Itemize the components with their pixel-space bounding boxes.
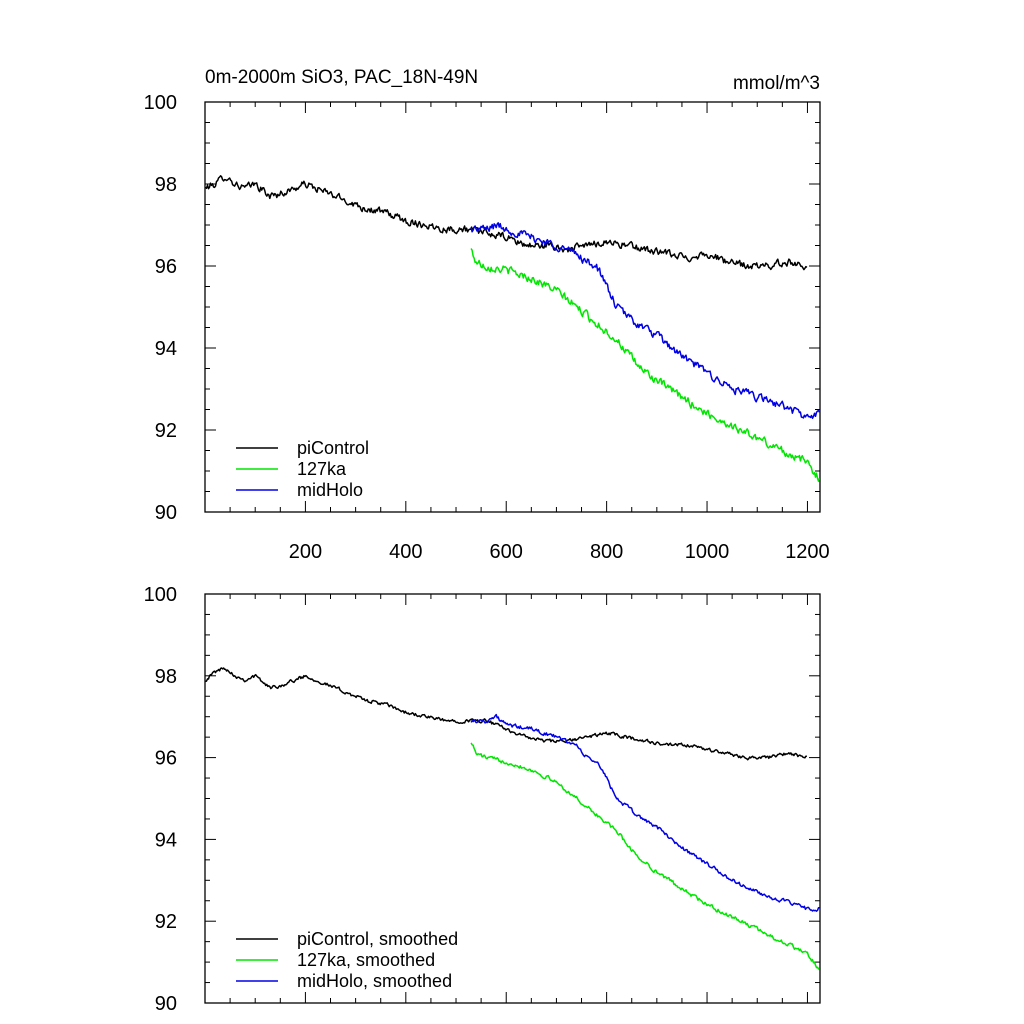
y-tick-label: 94 <box>155 829 177 851</box>
x-tick-label: 200 <box>289 541 322 563</box>
y-tick-label: 90 <box>155 993 177 1015</box>
y-tick-label: 92 <box>155 420 177 442</box>
top-panel-raw: 200 400 600 800 1000 1200 90 92 94 96 98 100 0m-2000… <box>144 67 830 563</box>
x-tick-label: 1000 <box>685 541 730 563</box>
x-tick-label: 400 <box>389 541 422 563</box>
legend-label: piControl <box>297 438 369 458</box>
legend-label: midHolo, smoothed <box>297 971 452 991</box>
y-tick-label: 100 <box>144 92 177 114</box>
chart-title: 0m-2000m SiO3, PAC_18N-49N <box>205 67 478 88</box>
y-tick-label: 92 <box>155 911 177 933</box>
series-line-midholo <box>470 222 820 420</box>
x-tick-label: 600 <box>490 541 523 563</box>
series-line-127ka <box>470 248 820 482</box>
legend-label: midHolo <box>297 480 363 500</box>
series-line-midholo-smoothed <box>470 713 820 912</box>
legend-label: piControl, smoothed <box>297 929 458 949</box>
y-tick-label: 98 <box>155 174 177 196</box>
series-line-127ka-smoothed <box>470 742 820 970</box>
y-tick-label: 94 <box>155 338 177 360</box>
y-tick-label: 96 <box>155 748 177 770</box>
units-label: mmol/m^3 <box>733 73 820 94</box>
x-tick-label: 1200 <box>785 541 830 563</box>
series-line-picontrol-smoothed <box>205 667 807 761</box>
y-tick-label: 90 <box>155 502 177 524</box>
y-tick-label: 96 <box>155 256 177 278</box>
legend-label: 127ka, smoothed <box>297 950 435 970</box>
y-tick-label: 100 <box>144 584 177 606</box>
legend-label: 127ka <box>297 459 347 479</box>
series-line-picontrol <box>205 175 808 271</box>
x-tick-label: 800 <box>590 541 623 563</box>
y-tick-label: 98 <box>155 666 177 688</box>
